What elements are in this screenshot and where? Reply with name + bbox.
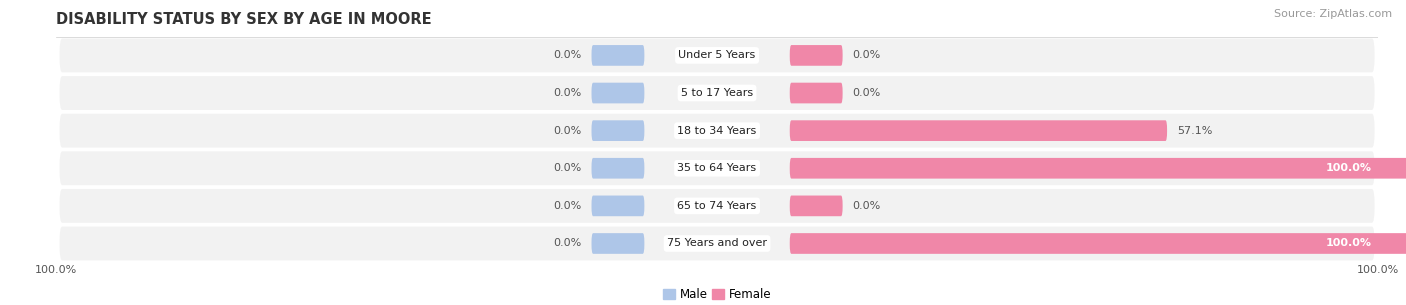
Text: 0.0%: 0.0% (554, 201, 582, 211)
Text: 0.0%: 0.0% (554, 239, 582, 249)
Legend: Male, Female: Male, Female (658, 284, 776, 305)
FancyBboxPatch shape (59, 151, 1375, 185)
Text: 100.0%: 100.0% (1326, 163, 1371, 173)
Text: 0.0%: 0.0% (554, 88, 582, 98)
FancyBboxPatch shape (592, 83, 644, 103)
FancyBboxPatch shape (790, 83, 842, 103)
FancyBboxPatch shape (790, 158, 1406, 179)
Text: 18 to 34 Years: 18 to 34 Years (678, 126, 756, 136)
FancyBboxPatch shape (59, 38, 1375, 72)
Text: 100.0%: 100.0% (1326, 239, 1371, 249)
FancyBboxPatch shape (790, 233, 1406, 254)
Text: 0.0%: 0.0% (852, 50, 880, 60)
Text: 0.0%: 0.0% (852, 201, 880, 211)
FancyBboxPatch shape (592, 196, 644, 216)
Text: Under 5 Years: Under 5 Years (679, 50, 755, 60)
Text: 57.1%: 57.1% (1177, 126, 1212, 136)
FancyBboxPatch shape (59, 76, 1375, 110)
Text: 0.0%: 0.0% (554, 126, 582, 136)
FancyBboxPatch shape (790, 45, 842, 66)
FancyBboxPatch shape (59, 227, 1375, 260)
FancyBboxPatch shape (59, 114, 1375, 148)
FancyBboxPatch shape (592, 45, 644, 66)
FancyBboxPatch shape (790, 196, 842, 216)
Text: Source: ZipAtlas.com: Source: ZipAtlas.com (1274, 9, 1392, 19)
Text: DISABILITY STATUS BY SEX BY AGE IN MOORE: DISABILITY STATUS BY SEX BY AGE IN MOORE (56, 12, 432, 27)
Text: 0.0%: 0.0% (554, 163, 582, 173)
Text: 0.0%: 0.0% (852, 88, 880, 98)
FancyBboxPatch shape (790, 120, 1167, 141)
Text: 0.0%: 0.0% (554, 50, 582, 60)
Text: 5 to 17 Years: 5 to 17 Years (681, 88, 754, 98)
Text: 75 Years and over: 75 Years and over (666, 239, 768, 249)
FancyBboxPatch shape (592, 158, 644, 179)
Text: 65 to 74 Years: 65 to 74 Years (678, 201, 756, 211)
FancyBboxPatch shape (592, 233, 644, 254)
FancyBboxPatch shape (59, 189, 1375, 223)
Text: 35 to 64 Years: 35 to 64 Years (678, 163, 756, 173)
FancyBboxPatch shape (592, 120, 644, 141)
